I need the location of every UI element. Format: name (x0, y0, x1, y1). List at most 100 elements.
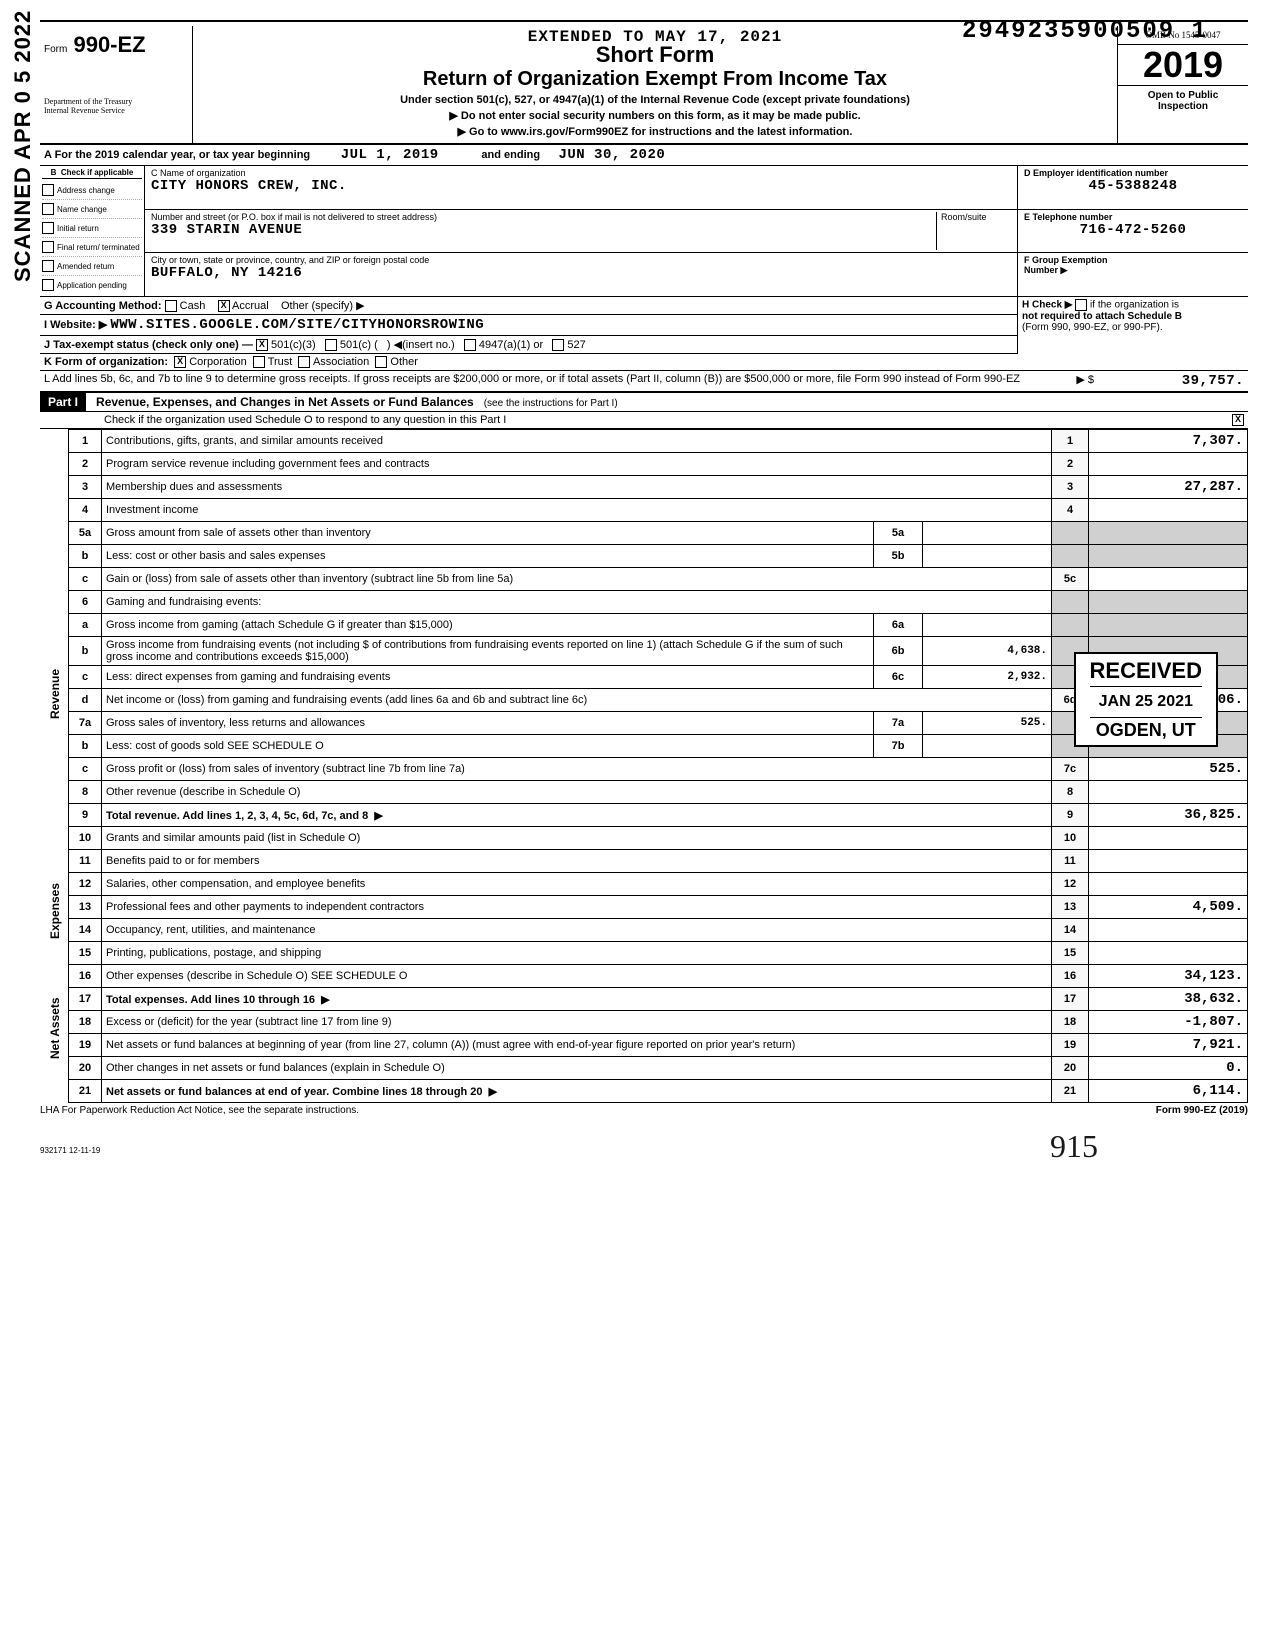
line-number: c (69, 758, 102, 781)
table-row: cLess: direct expenses from gaming and f… (40, 666, 1248, 689)
amount-label: 1 (1052, 430, 1089, 453)
received-stamp: RECEIVED JAN 25 2021 OGDEN, UT (1074, 652, 1218, 747)
table-row: 5aGross amount from sale of assets other… (40, 522, 1248, 545)
line-desc: Less: direct expenses from gaming and fu… (102, 666, 874, 689)
amount-label: 16 (1052, 965, 1089, 988)
section-d-e-f: D Employer identification number 45-5388… (1017, 166, 1248, 296)
checkbox-h[interactable] (1075, 299, 1087, 311)
finance-table: 1Contributions, gifts, grants, and simil… (40, 429, 1248, 1103)
table-row: 7aGross sales of inventory, less returns… (40, 712, 1248, 735)
checkbox-527[interactable] (552, 339, 564, 351)
table-row: 3Membership dues and assessments327,287. (40, 476, 1248, 499)
amount-label: 14 (1052, 919, 1089, 942)
checkbox-trust[interactable] (253, 356, 265, 368)
line-number: 8 (69, 781, 102, 804)
amount-value (1089, 873, 1248, 896)
footer-left: LHA For Paperwork Reduction Act Notice, … (40, 1105, 359, 1116)
amount-label: 3 (1052, 476, 1089, 499)
sub-value: 4,638. (923, 637, 1052, 666)
amount-label: 10 (1052, 827, 1089, 850)
checkbox-name[interactable] (42, 203, 54, 215)
checkbox-corp[interactable]: X (174, 356, 186, 368)
form-prefix: Form (44, 44, 67, 55)
amount-value: 27,287. (1089, 476, 1248, 499)
sub-label: 5a (874, 522, 923, 545)
line-desc: Membership dues and assessments (102, 476, 1052, 499)
line-desc: Gross income from fundraising events (no… (102, 637, 874, 666)
sub-value: 2,932. (923, 666, 1052, 689)
table-row: 18Excess or (deficit) for the year (subt… (40, 1011, 1248, 1034)
line-number: 20 (69, 1057, 102, 1080)
sub-label: 7a (874, 712, 923, 735)
table-row: 19Net assets or fund balances at beginni… (40, 1034, 1248, 1057)
line-number: d (69, 689, 102, 712)
side-netassets: Net Assets (48, 998, 62, 1060)
sub-label: 7b (874, 735, 923, 758)
side-revenue: Revenue (48, 669, 62, 719)
line-number: 1 (69, 430, 102, 453)
amount-value (1089, 942, 1248, 965)
tax-year: 2019 (1118, 45, 1248, 86)
amount-value: 38,632. (1089, 988, 1248, 1011)
line-desc: Total expenses. Add lines 10 through 16 … (102, 988, 1052, 1011)
line-h: H Check ▶ if the organization is not req… (1018, 297, 1248, 335)
amount-value: 4,509. (1089, 896, 1248, 919)
table-row: dNet income or (loss) from gaming and fu… (40, 689, 1248, 712)
line-desc: Grants and similar amounts paid (list in… (102, 827, 1052, 850)
table-row: aGross income from gaming (attach Schedu… (40, 614, 1248, 637)
checkbox-assoc[interactable] (298, 356, 310, 368)
checkbox-address[interactable] (42, 184, 54, 196)
table-row: 17Total expenses. Add lines 10 through 1… (40, 988, 1248, 1011)
entity-block: B Check if applicable Address change Nam… (40, 166, 1248, 297)
short-form-title: Short Form (203, 42, 1107, 68)
form-number: 990-EZ (73, 32, 145, 57)
amount-value (1089, 919, 1248, 942)
checkbox-4947[interactable] (464, 339, 476, 351)
table-row: 11Benefits paid to or for members11 (40, 850, 1248, 873)
line-k: K Form of organization: X Corporation Tr… (40, 354, 1248, 371)
line-desc: Printing, publications, postage, and shi… (102, 942, 1052, 965)
period-begin: JUL 1, 2019 (341, 147, 439, 163)
department-label: Department of the Treasury Internal Reve… (44, 98, 184, 116)
checkbox-schedule-o[interactable]: X (1232, 414, 1244, 426)
line-desc: Benefits paid to or for members (102, 850, 1052, 873)
checkbox-501c[interactable] (325, 339, 337, 351)
line-desc: Other revenue (describe in Schedule O) (102, 781, 1052, 804)
checkbox-accrual[interactable]: X (218, 300, 230, 312)
amount-value: 6,114. (1089, 1080, 1248, 1103)
line-g: G Accounting Method: Cash X Accrual Othe… (40, 297, 1017, 315)
line-number: 7a (69, 712, 102, 735)
checkbox-cash[interactable] (165, 300, 177, 312)
line-number: b (69, 637, 102, 666)
table-row: cGain or (loss) from sale of assets othe… (40, 568, 1248, 591)
checkbox-final[interactable] (42, 241, 54, 253)
scanned-stamp: SCANNED APR 0 5 2022 (10, 10, 36, 282)
table-row: bLess: cost or other basis and sales exp… (40, 545, 1248, 568)
org-city: BUFFALO, NY 14216 (151, 265, 1011, 281)
checkbox-501c3[interactable]: X (256, 339, 268, 351)
line-number: 16 (69, 965, 102, 988)
line-number: b (69, 545, 102, 568)
amount-label: 20 (1052, 1057, 1089, 1080)
form-number-cell: Form 990-EZ Department of the Treasury I… (40, 26, 193, 143)
sub-value (923, 614, 1052, 637)
amount-label: 15 (1052, 942, 1089, 965)
amount-label: 2 (1052, 453, 1089, 476)
line-number: 4 (69, 499, 102, 522)
line-number: 11 (69, 850, 102, 873)
footer: LHA For Paperwork Reduction Act Notice, … (40, 1103, 1248, 1116)
sub-value: 525. (923, 712, 1052, 735)
section-c: C Name of organization CITY HONORS CREW,… (145, 166, 1017, 296)
line-desc: Occupancy, rent, utilities, and maintena… (102, 919, 1052, 942)
sub-label: 6a (874, 614, 923, 637)
checkbox-amended[interactable] (42, 260, 54, 272)
amount-value: -1,807. (1089, 1011, 1248, 1034)
checkbox-pending[interactable] (42, 279, 54, 291)
line-desc: Net assets or fund balances at end of ye… (102, 1080, 1052, 1103)
side-expenses: Expenses (48, 883, 62, 939)
line-desc: Gross amount from sale of assets other t… (102, 522, 874, 545)
checkbox-other-org[interactable] (375, 356, 387, 368)
checkbox-initial[interactable] (42, 222, 54, 234)
amount-label: 19 (1052, 1034, 1089, 1057)
amount-value (1089, 453, 1248, 476)
